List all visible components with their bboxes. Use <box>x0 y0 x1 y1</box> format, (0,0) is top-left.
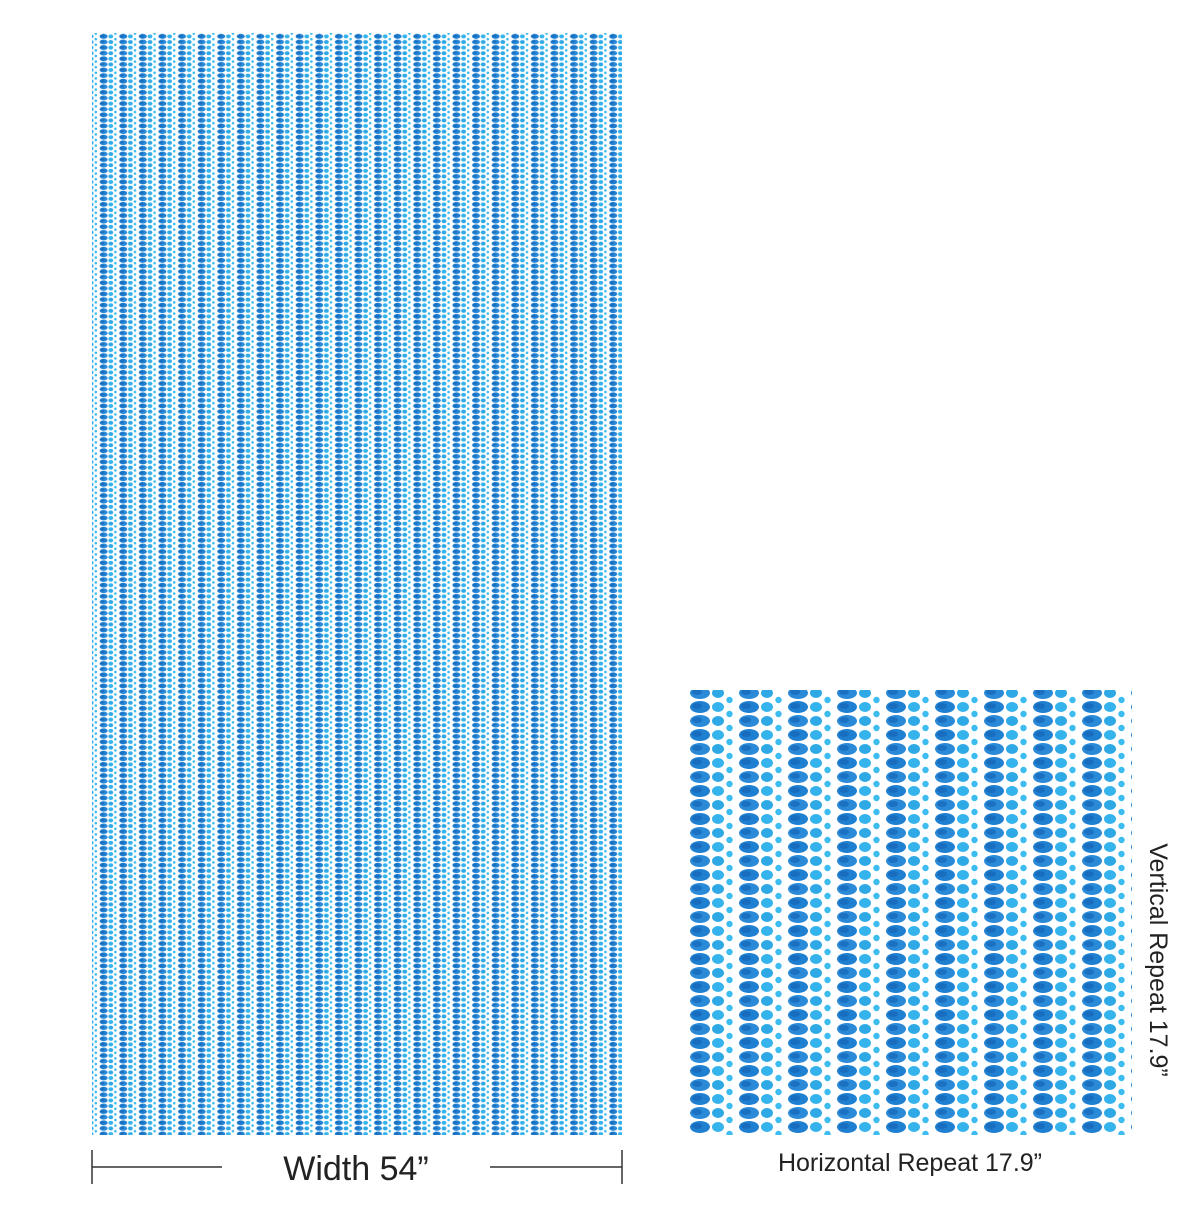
repeat-swatch <box>688 690 1132 1135</box>
vertical-repeat-label: Vertical Repeat 17.9” <box>1144 843 1172 1076</box>
width-label: Width 54” <box>283 1150 429 1188</box>
width-dimension <box>91 1150 623 1184</box>
fabric-panel <box>92 33 622 1135</box>
horizontal-repeat-label: Horizontal Repeat 17.9” <box>778 1149 1042 1177</box>
